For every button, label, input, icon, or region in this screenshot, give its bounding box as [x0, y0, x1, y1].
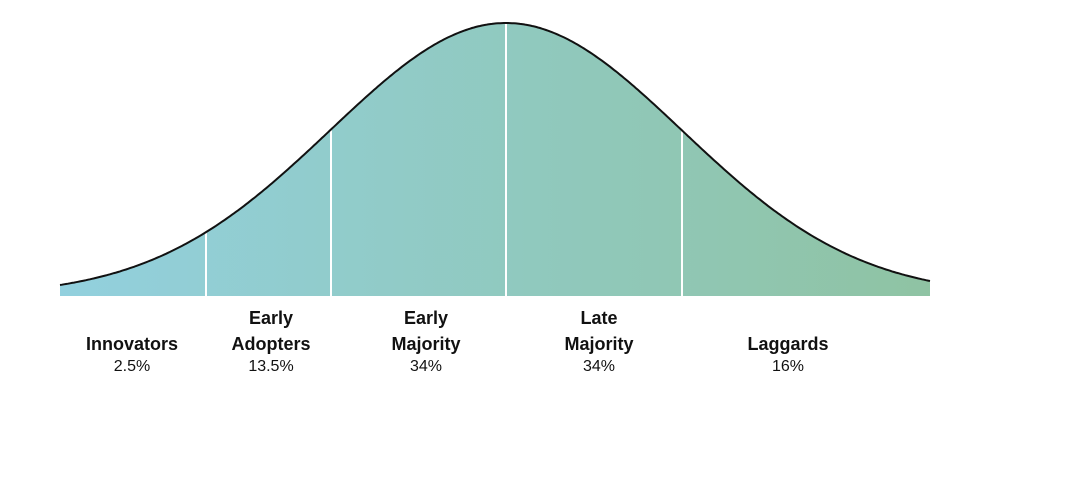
segment-percent: 34%	[582, 358, 616, 375]
segment-label-early-adopters: Early Adopters 13.5%	[186, 305, 356, 377]
segment-percent: 2.5%	[113, 358, 151, 375]
curve-area	[60, 23, 930, 296]
segment-label-early-majority: Early Majority 34%	[341, 305, 511, 377]
segment-percent: 34%	[409, 358, 443, 375]
bell-curve	[59, 22, 931, 286]
segment-percent: 16%	[771, 358, 805, 375]
segment-name: Early Adopters	[231, 308, 311, 354]
segment-label-laggards: Laggards 16%	[703, 331, 873, 377]
segment-percent: 13.5%	[248, 358, 294, 375]
segment-name: Innovators	[85, 334, 178, 354]
segment-name: Laggards	[747, 334, 829, 354]
segment-name: Early Majority	[391, 308, 461, 354]
segment-label-late-majority: Late Majority 34%	[514, 305, 684, 377]
segment-name: Late Majority	[564, 308, 634, 354]
segment-label-innovators: Innovators 2.5%	[47, 331, 217, 377]
